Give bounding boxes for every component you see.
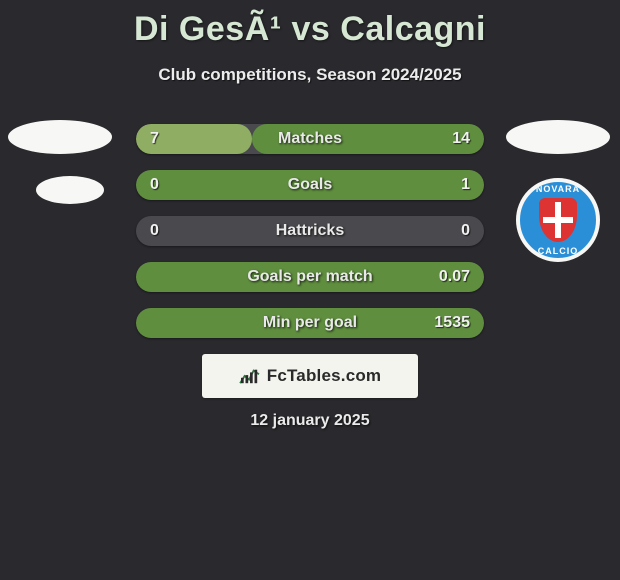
club-shield-icon — [539, 198, 577, 242]
branding-chart-icon — [239, 367, 261, 385]
stat-right-value: 1 — [447, 170, 484, 200]
footer-date: 12 january 2025 — [0, 412, 620, 430]
club-text-bottom: CALCIO — [520, 246, 596, 256]
comparison-card: Di GesÃ¹ vs Calcagni Club competitions, … — [0, 0, 620, 580]
stat-row: 01Goals — [136, 170, 484, 200]
stat-left-value: 0 — [136, 216, 173, 246]
stat-right-value: 14 — [438, 124, 484, 154]
stat-right-value: 0.07 — [425, 262, 484, 292]
stat-left-value — [136, 262, 164, 292]
left-badge-1 — [8, 120, 112, 154]
page-subtitle: Club competitions, Season 2024/2025 — [0, 65, 620, 85]
stat-left-value: 7 — [136, 124, 173, 154]
right-club-badge: NOVARA CALCIO — [516, 178, 600, 262]
right-badge-1 — [506, 120, 610, 154]
stat-row: 1535Min per goal — [136, 308, 484, 338]
stat-right-fill — [136, 170, 484, 200]
stat-left-value: 0 — [136, 170, 173, 200]
stat-left-value — [136, 308, 164, 338]
stat-row: 0 0Hattricks — [136, 216, 484, 246]
stat-label: Hattricks — [136, 216, 484, 246]
left-badge-2 — [36, 176, 104, 204]
page-title: Di GesÃ¹ vs Calcagni — [0, 10, 620, 49]
stat-row: 714Matches — [136, 124, 484, 154]
stat-right-value: 0 — [447, 216, 484, 246]
stat-right-value: 1535 — [420, 308, 484, 338]
stat-bars: 714Matches01Goals00Hattricks0.07Goals pe… — [136, 124, 484, 354]
branding-box: FcTables.com — [202, 354, 418, 398]
club-text-top: NOVARA — [520, 184, 596, 194]
branding-text: FcTables.com — [267, 366, 382, 386]
stat-row: 0.07Goals per match — [136, 262, 484, 292]
